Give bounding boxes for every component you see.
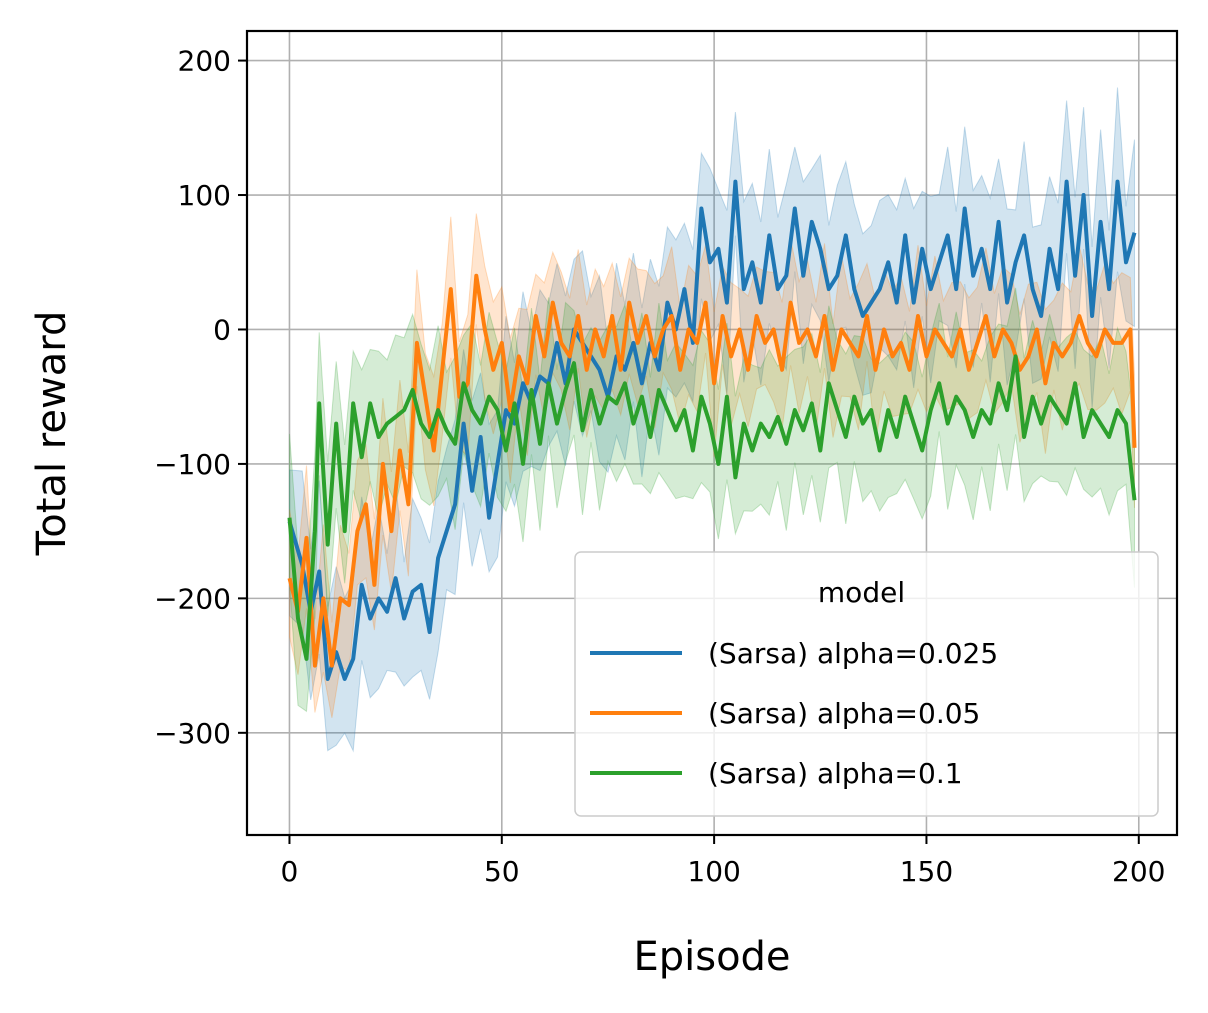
x-tick-label: 150 <box>900 855 953 888</box>
x-tick-label: 200 <box>1112 855 1165 888</box>
legend-entry-label: (Sarsa) alpha=0.05 <box>708 697 980 730</box>
series-lines <box>287 179 1137 681</box>
legend-entries: (Sarsa) alpha=0.025 (Sarsa) alpha=0.05 (Sa… <box>590 637 998 790</box>
plot-frame <box>245 29 1179 837</box>
legend: model (Sarsa) alpha=0.025(Sarsa) alpha=0… <box>574 551 1159 817</box>
legend-entry-label: (Sarsa) alpha=0.025 <box>708 637 998 670</box>
series-line-3 <box>287 354 1137 661</box>
x-axis-ticks: 0 50 100 150 200 <box>281 835 1166 888</box>
y-axis-ticks: −300 −200 −100 0 100 200 <box>154 45 247 750</box>
legend-box <box>574 551 1159 817</box>
y-tick-label: −100 <box>154 448 231 481</box>
legend-title: model <box>818 576 905 609</box>
y-axis-label: Total reward <box>29 311 75 557</box>
legend-entry-label: (Sarsa) alpha=0.1 <box>708 757 963 790</box>
x-axis-label: Episode <box>633 934 790 980</box>
y-tick-label: −300 <box>154 717 231 750</box>
x-tick-label: 100 <box>687 855 740 888</box>
series-line-1 <box>287 179 1137 681</box>
y-tick-label: −200 <box>154 582 231 615</box>
y-tick-label: 200 <box>178 45 231 78</box>
x-tick-label: 50 <box>484 855 520 888</box>
y-tick-label: 100 <box>178 179 231 212</box>
x-tick-label: 0 <box>281 855 299 888</box>
y-tick-label: 0 <box>213 313 231 346</box>
